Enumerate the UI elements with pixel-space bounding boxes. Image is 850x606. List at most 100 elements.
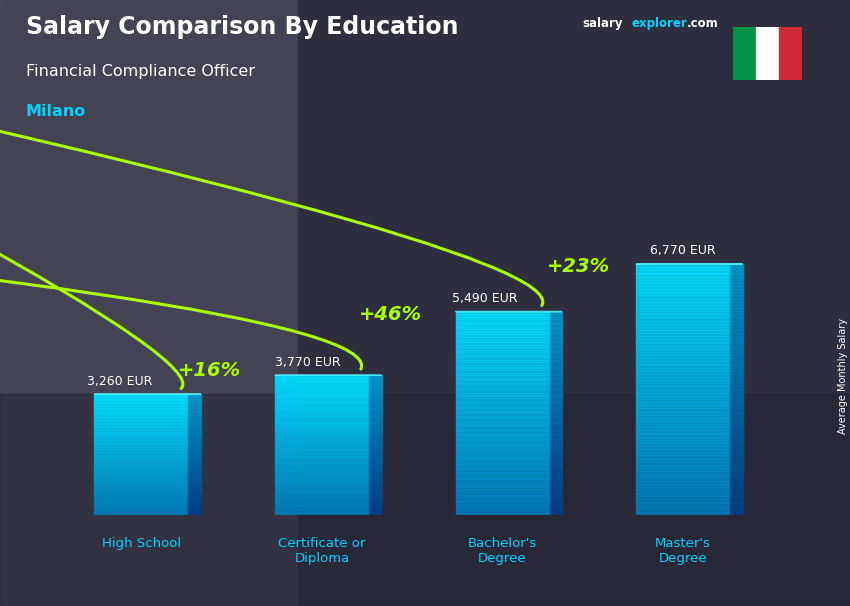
Bar	[730, 270, 743, 273]
Bar	[369, 440, 382, 442]
Bar	[94, 429, 188, 430]
Bar	[636, 311, 730, 315]
Bar	[549, 502, 562, 505]
Bar	[94, 474, 188, 476]
Bar	[730, 393, 743, 396]
Bar	[636, 433, 730, 437]
Bar	[275, 391, 369, 393]
Bar	[456, 411, 549, 413]
Bar	[730, 321, 743, 324]
Bar	[369, 487, 382, 489]
Bar	[730, 296, 743, 299]
Bar	[636, 408, 730, 411]
Bar	[549, 342, 562, 345]
Bar	[636, 459, 730, 462]
Bar	[188, 482, 201, 484]
Bar	[456, 322, 549, 324]
Bar	[188, 433, 201, 435]
Bar	[456, 398, 549, 401]
Bar	[369, 377, 382, 379]
Bar	[94, 490, 188, 491]
Bar	[369, 473, 382, 475]
Bar	[636, 440, 730, 443]
Bar	[730, 462, 743, 465]
Bar	[94, 417, 188, 418]
Bar	[549, 311, 562, 314]
Bar	[94, 435, 188, 436]
Bar	[730, 380, 743, 384]
Bar	[369, 379, 382, 381]
Bar	[369, 416, 382, 418]
Text: 3,770 EUR: 3,770 EUR	[275, 356, 340, 368]
Bar	[94, 494, 188, 496]
Bar	[275, 459, 369, 461]
Bar	[456, 485, 549, 487]
Bar	[456, 490, 549, 492]
Bar	[636, 493, 730, 496]
Bar	[188, 402, 201, 404]
Bar	[369, 442, 382, 444]
Bar	[369, 405, 382, 407]
Bar	[188, 488, 201, 490]
Bar	[549, 467, 562, 469]
Bar	[456, 456, 549, 459]
Bar	[369, 381, 382, 382]
Bar	[188, 509, 201, 511]
Bar	[369, 396, 382, 398]
Bar	[188, 448, 201, 450]
Bar	[369, 412, 382, 414]
Bar	[369, 510, 382, 511]
Bar	[730, 430, 743, 433]
Bar	[275, 387, 369, 389]
Bar	[636, 308, 730, 311]
Bar	[369, 447, 382, 448]
Bar	[549, 380, 562, 383]
Bar	[549, 462, 562, 464]
Bar	[456, 401, 549, 403]
Bar	[275, 436, 369, 438]
Bar	[188, 438, 201, 439]
Bar	[456, 378, 549, 380]
Text: High School: High School	[102, 538, 181, 550]
Bar	[94, 406, 188, 408]
Bar	[549, 474, 562, 477]
Bar	[636, 270, 730, 273]
Bar	[636, 339, 730, 342]
Bar	[298, 0, 850, 606]
Bar	[549, 337, 562, 339]
Bar	[730, 424, 743, 427]
Bar	[456, 418, 549, 421]
Bar	[275, 482, 369, 484]
Bar	[456, 380, 549, 383]
Bar	[549, 327, 562, 330]
Bar	[94, 502, 188, 503]
Bar	[0, 0, 298, 606]
Bar	[369, 389, 382, 391]
Bar	[636, 267, 730, 270]
Bar	[188, 430, 201, 432]
Bar	[730, 349, 743, 352]
Bar	[456, 337, 549, 339]
Bar	[369, 482, 382, 484]
Bar	[275, 480, 369, 482]
Bar	[275, 419, 369, 421]
Bar	[730, 390, 743, 393]
Text: Average Monthly Salary: Average Monthly Salary	[838, 318, 848, 434]
Bar	[456, 462, 549, 464]
Bar	[188, 453, 201, 454]
Bar	[549, 464, 562, 467]
Bar	[275, 510, 369, 511]
Bar	[456, 459, 549, 462]
Bar	[369, 494, 382, 496]
Bar	[275, 405, 369, 407]
Bar	[549, 378, 562, 380]
Bar	[369, 477, 382, 478]
Bar	[456, 345, 549, 347]
Bar	[456, 403, 549, 405]
Bar	[275, 430, 369, 431]
Bar	[636, 377, 730, 380]
Bar	[636, 324, 730, 327]
Bar	[730, 371, 743, 374]
Bar	[94, 439, 188, 441]
Bar	[188, 450, 201, 451]
